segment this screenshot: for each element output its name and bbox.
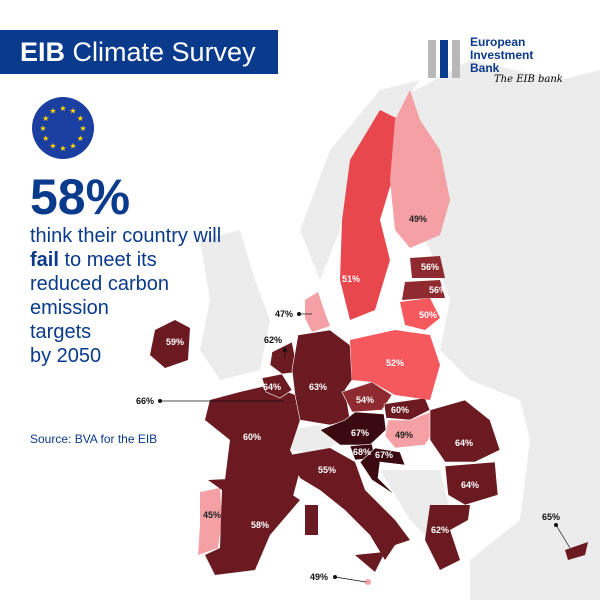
country-latvia[interactable] [402,280,445,300]
country-greece[interactable] [425,505,470,570]
country-germany[interactable] [291,329,353,426]
country-finland[interactable] [390,90,450,248]
country-sicily[interactable] [355,552,385,572]
country-czechia[interactable] [341,381,393,413]
star-icon: ★ [77,134,84,143]
label-luxembourg: 66% [136,396,154,406]
source-note: Source: BVA for the EIB [30,432,158,446]
country-romania[interactable] [429,399,501,463]
country-malta[interactable] [365,579,371,585]
country-croatia[interactable] [359,447,406,496]
label-cyprus: 65% [542,512,560,522]
label-austria: 67% [351,428,369,438]
country-poland[interactable] [350,330,440,400]
country-sardinia[interactable] [305,505,318,535]
country-denmark[interactable] [305,292,330,332]
star-icon: ★ [79,124,86,133]
label-hungary: 49% [395,430,413,440]
label-france: 60% [243,432,261,442]
label-belgium: 64% [263,382,281,392]
leader-luxembourg [158,399,284,403]
leader-cyprus [554,523,571,549]
star-icon: ★ [69,141,76,150]
star-icon: ★ [59,144,66,153]
label-poland: 52% [386,358,404,368]
country-cyprus[interactable] [565,542,588,560]
label-netherlands: 62% [264,335,282,345]
norway-land [300,80,420,280]
label-slovenia: 68% [353,447,371,457]
label-italy: 55% [318,465,336,475]
country-estonia[interactable] [410,256,445,278]
label-greece: 62% [431,525,449,535]
label-finland: 49% [409,214,427,224]
label-ireland: 59% [166,337,184,347]
star-icon: ★ [69,107,76,116]
label-czechia: 54% [356,395,374,405]
country-netherlands[interactable] [269,341,299,375]
country-sweden[interactable] [340,110,400,320]
label-slovakia: 60% [391,405,409,415]
label-sweden: 51% [342,274,360,284]
star-icon: ★ [39,124,46,133]
headline-percentage: 58% [30,169,131,225]
label-denmark: 47% [275,309,293,319]
eib-logo: European Investment Bank The EIB bank [428,36,568,92]
eu-flag-icon: ★ ★ ★ ★ ★ ★ ★ ★ ★ ★ ★ ★ [32,97,94,159]
label-spain: 58% [251,520,269,530]
star-icon: ★ [42,134,49,143]
star-icon: ★ [59,104,66,113]
star-icon: ★ [77,114,84,123]
label-lithuania: 50% [419,310,437,320]
country-slovakia[interactable] [383,397,431,421]
country-france[interactable] [205,385,300,500]
label-bulgaria: 64% [461,480,479,490]
label-latvia: 56% [429,285,447,295]
country-ireland[interactable] [150,320,190,368]
leader-denmark [297,312,312,316]
label-germany: 63% [309,382,327,392]
leader-netherlands [283,348,287,358]
country-austria[interactable] [319,411,387,446]
country-belgium[interactable] [261,373,293,399]
country-lithuania[interactable] [400,298,440,330]
star-icon: ★ [49,141,56,150]
star-icon: ★ [42,114,49,123]
survey-title: EIB Climate Survey [0,30,278,74]
country-bulgaria[interactable] [444,461,499,506]
uk-land [200,230,270,380]
headline-description: think their country will fail to meet it… [30,225,222,367]
label-estonia: 56% [421,262,439,272]
country-spain[interactable] [205,478,300,575]
leader-malta [333,575,367,583]
label-romania: 64% [455,438,473,448]
label-malta: 49% [310,572,328,582]
label-portugal: 45% [203,510,221,520]
star-icon: ★ [49,107,56,116]
country-portugal[interactable] [198,488,222,555]
label-croatia: 67% [375,450,393,460]
country-italy[interactable] [290,448,410,560]
